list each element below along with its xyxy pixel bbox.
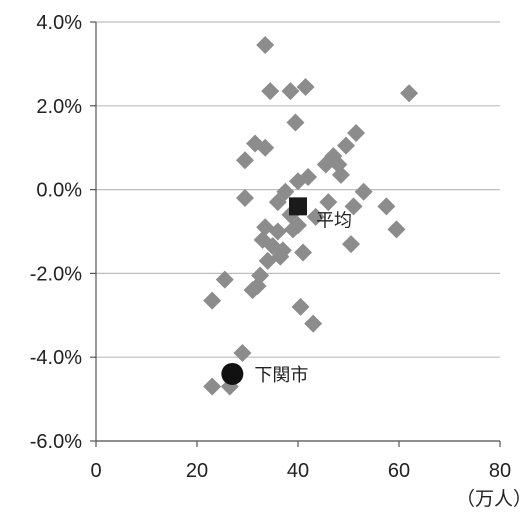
average-label: 平均 bbox=[316, 210, 352, 231]
data-point bbox=[283, 220, 302, 239]
data-point bbox=[336, 136, 355, 155]
data-point bbox=[331, 165, 350, 184]
data-point bbox=[377, 197, 396, 216]
data-point bbox=[253, 230, 272, 249]
data-points bbox=[203, 36, 419, 396]
data-point bbox=[235, 151, 254, 170]
x-tick-label: 60 bbox=[388, 460, 410, 482]
x-tick-label: 20 bbox=[186, 460, 208, 482]
data-point bbox=[256, 138, 275, 157]
data-point bbox=[342, 235, 361, 254]
data-point bbox=[203, 377, 222, 396]
x-tick-label: 0 bbox=[90, 460, 101, 482]
data-point bbox=[354, 182, 373, 201]
x-tick-label: 80 bbox=[489, 460, 511, 482]
data-point bbox=[291, 297, 310, 316]
data-point bbox=[276, 182, 295, 201]
x-tick-label: 40 bbox=[287, 460, 309, 482]
data-point bbox=[243, 281, 262, 300]
data-point bbox=[258, 251, 277, 270]
data-point bbox=[347, 124, 366, 143]
data-point bbox=[281, 82, 300, 101]
data-point bbox=[268, 193, 287, 212]
data-point bbox=[400, 84, 419, 103]
tick-labels: 4.0% 2.0% 0.0% -2.0% -4.0% -6.0% 0 20 40 60 80 bbox=[30, 12, 511, 482]
data-point bbox=[271, 247, 290, 266]
data-point bbox=[304, 314, 323, 333]
highlight-label: 下関市 bbox=[254, 365, 308, 386]
data-point bbox=[306, 207, 325, 226]
data-point bbox=[246, 134, 265, 153]
data-point bbox=[261, 82, 280, 101]
y-tick-label: -4.0% bbox=[30, 347, 82, 369]
x-axis-unit-label: （万人） bbox=[456, 488, 523, 510]
data-point bbox=[203, 291, 222, 310]
data-point bbox=[286, 113, 305, 132]
data-point bbox=[296, 77, 315, 96]
data-point bbox=[215, 270, 234, 289]
data-point bbox=[344, 197, 363, 216]
y-tick-label: 0.0% bbox=[36, 180, 82, 202]
y-tick-label: -2.0% bbox=[30, 263, 82, 285]
data-point bbox=[289, 172, 307, 191]
data-point bbox=[319, 193, 338, 212]
data-point bbox=[387, 220, 406, 239]
data-point bbox=[268, 222, 287, 241]
data-point bbox=[316, 155, 335, 174]
y-tick-label: -6.0% bbox=[30, 431, 82, 453]
data-point bbox=[294, 243, 313, 262]
data-point bbox=[235, 188, 254, 207]
average-marker bbox=[289, 197, 307, 216]
data-point bbox=[233, 344, 252, 363]
data-point bbox=[256, 36, 275, 55]
highlight-marker bbox=[221, 362, 244, 385]
y-tick-label: 4.0% bbox=[36, 12, 82, 34]
y-tick-label: 2.0% bbox=[36, 96, 82, 118]
